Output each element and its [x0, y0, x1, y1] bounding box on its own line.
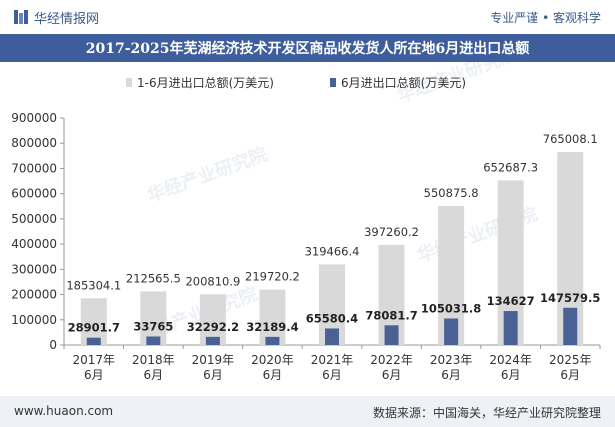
bar-series2 — [384, 325, 399, 345]
x-tick-label: 2019年 6月 — [192, 353, 235, 382]
data-label-series1: 652687.3 — [483, 160, 538, 174]
data-label-series2: 105031.8 — [421, 302, 481, 316]
footer: www.huaon.com 数据来源：中国海关，华经产业研究院整理 — [0, 396, 615, 427]
data-label-series1: 550875.8 — [424, 186, 479, 200]
brand-name: 华经情报网 — [34, 11, 100, 27]
bar-series1 — [140, 291, 167, 345]
y-tick-label: 500000 — [11, 212, 57, 226]
bar-series1 — [259, 289, 286, 345]
x-tick-label: 2017年 6月 — [73, 353, 116, 382]
y-tick-label: 300000 — [11, 262, 57, 276]
x-tick-label: 2021年 6月 — [311, 353, 354, 382]
y-tick-label: 600000 — [11, 187, 57, 201]
watermark-text: 华经产业研究院 — [144, 143, 270, 207]
data-label-series1: 212565.5 — [126, 271, 181, 285]
bar-series2 — [146, 336, 161, 345]
data-label-series1: 185304.1 — [66, 278, 121, 292]
data-label-series2: 78081.7 — [365, 308, 417, 322]
bar-series1 — [80, 298, 107, 345]
bar-series1 — [199, 294, 226, 345]
data-label-series2: 147579.5 — [540, 291, 600, 305]
bar-series2 — [503, 311, 518, 345]
y-tick-label: 100000 — [11, 313, 57, 327]
data-label-series1: 219720.2 — [245, 270, 300, 284]
data-source: 数据来源：中国海关，华经产业研究院整理 — [372, 406, 601, 420]
y-tick-label: 200000 — [11, 288, 57, 302]
data-label-series1: 319466.4 — [305, 244, 360, 258]
legend-label-series2: 6月进出口总额(万美元) — [341, 76, 466, 90]
y-tick-label: 0 — [49, 338, 57, 352]
legend-swatch-series1 — [126, 78, 132, 87]
brand-logo-icon — [14, 10, 28, 24]
data-label-series2: 32189.4 — [246, 320, 298, 334]
legend-swatch-series2 — [330, 78, 336, 87]
bar-series2 — [265, 336, 280, 345]
data-label-series2: 134627 — [487, 294, 535, 308]
header: 华经情报网 专业严谨 • 客观科学 — [0, 0, 615, 34]
tagline: 专业严谨 • 客观科学 — [490, 11, 601, 25]
data-label-series2: 33765 — [133, 319, 173, 333]
y-tick-label: 900000 — [11, 111, 57, 125]
x-tick-label: 2018年 6月 — [132, 353, 175, 382]
data-label-series1: 200810.9 — [185, 274, 240, 288]
data-label-series2: 28901.7 — [68, 321, 120, 335]
data-label-series1: 397260.2 — [364, 225, 419, 239]
data-label-series1: 765008.1 — [543, 132, 598, 146]
website-link[interactable]: www.huaon.com — [14, 404, 114, 418]
legend-label-series1: 1-6月进出口总额(万美元) — [137, 76, 274, 90]
brand[interactable]: 华经情报网 — [14, 8, 100, 27]
bar-series2 — [205, 336, 220, 345]
bar-series2 — [325, 328, 339, 345]
y-tick-label: 400000 — [11, 237, 57, 251]
y-tick-label: 800000 — [11, 136, 57, 150]
chart-title: 2017-2025年芜湖经济技术开发区商品收发货人所在地6月进出口总额 — [0, 34, 615, 62]
data-label-series2: 32292.2 — [187, 320, 239, 334]
x-tick-label: 2022年 6月 — [370, 353, 413, 382]
chart-area: 华经产业研究院华经产业研究院华经产业研究院华经产业研究院1-6月进出口总额(万美… — [11, 62, 601, 382]
bar-series2 — [86, 337, 101, 345]
x-tick-label: 2024年 6月 — [489, 353, 532, 382]
bar-series2 — [563, 307, 578, 345]
data-label-series2: 65580.4 — [306, 311, 358, 325]
x-tick-label: 2023年 6月 — [430, 353, 473, 382]
bar-series2 — [444, 318, 459, 345]
x-tick-label: 2020年 6月 — [251, 353, 294, 382]
x-tick-label: 2025年 6月 — [549, 353, 592, 382]
y-tick-label: 700000 — [11, 161, 57, 175]
